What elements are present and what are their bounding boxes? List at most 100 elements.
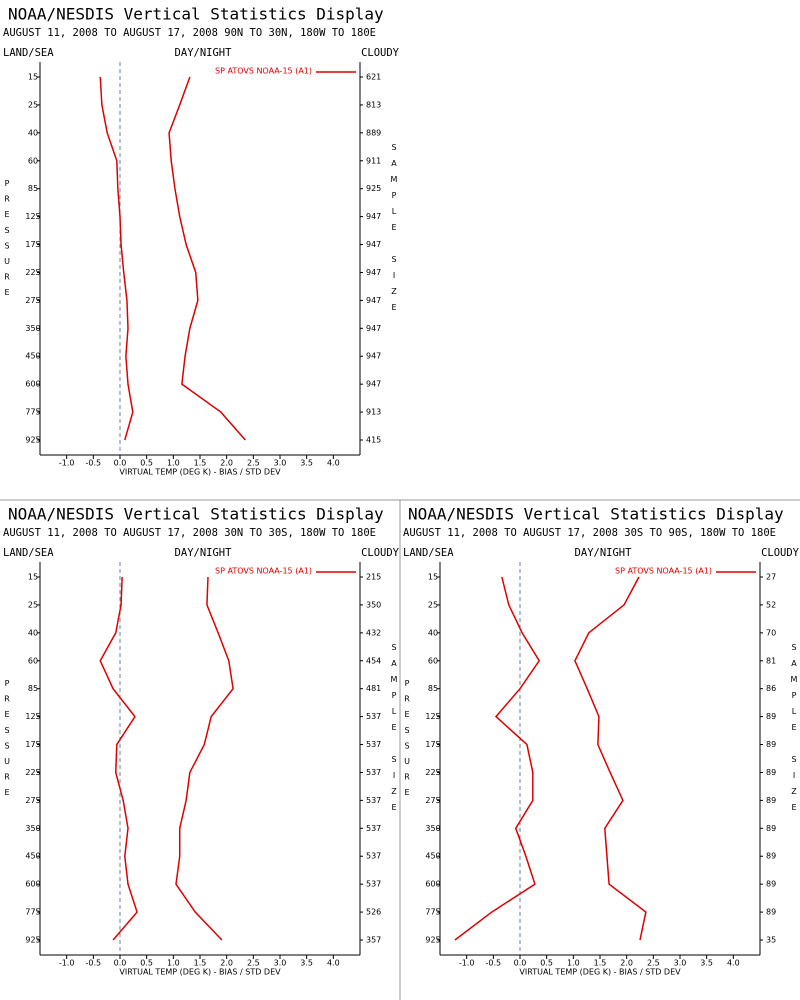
- y-tick-label: 225: [25, 768, 40, 777]
- x-tick-label: 1.0: [167, 959, 180, 968]
- y-tick-label: 275: [25, 796, 40, 805]
- y-tick-label: 175: [25, 740, 40, 749]
- header-left: LAND/SEA: [3, 547, 54, 559]
- x-axis-label: VIRTUAL TEMP (DEG K) - BIAS / STD DEV: [519, 968, 681, 977]
- y-tick-label: 40: [28, 628, 38, 637]
- x-tick-label: -0.5: [486, 959, 502, 968]
- sample-size-label: 947: [366, 240, 381, 249]
- y-tick-label: 85: [28, 684, 38, 693]
- x-tick-label: 0.5: [140, 459, 153, 468]
- y-tick-label: 60: [428, 656, 438, 665]
- sample-size-label: 947: [366, 352, 381, 361]
- x-tick-label: -1.0: [59, 459, 75, 468]
- sample-size-label: 35: [766, 936, 776, 945]
- sample-size-label: 813: [366, 100, 381, 109]
- sample-size-label: 537: [366, 796, 381, 805]
- legend-label: SP ATOVS NOAA-15 (A1): [215, 67, 312, 76]
- sample-size-label: 925: [366, 184, 381, 193]
- x-tick-label: 1.5: [594, 959, 607, 968]
- x-tick-label: -1.0: [459, 959, 475, 968]
- legend-label: SP ATOVS NOAA-15 (A1): [215, 567, 312, 576]
- x-tick-label: 3.0: [674, 959, 687, 968]
- sample-size-label: 27: [766, 573, 776, 582]
- x-tick-label: 0.0: [514, 959, 527, 968]
- y-tick-label: 15: [28, 573, 38, 582]
- x-tick-label: 0.0: [114, 959, 127, 968]
- x-tick-label: 4.0: [727, 959, 740, 968]
- y-tick-label: 350: [25, 824, 40, 833]
- x-tick-label: 0.0: [114, 459, 127, 468]
- x-tick-label: 1.0: [567, 959, 580, 968]
- x-tick-label: 1.5: [194, 459, 207, 468]
- y-tick-label: 175: [425, 740, 440, 749]
- sample-size-label: 481: [366, 684, 381, 693]
- sample-size-label: 52: [766, 600, 776, 609]
- y-tick-label: 60: [28, 156, 38, 165]
- y-tick-label: 15: [28, 73, 38, 82]
- sample-size-label: 947: [366, 380, 381, 389]
- sample-size-label: 86: [766, 684, 776, 693]
- x-tick-label: -0.5: [86, 459, 102, 468]
- y-tick-label: 40: [428, 628, 438, 637]
- x-tick-label: 1.0: [167, 459, 180, 468]
- x-tick-label: 3.5: [700, 959, 713, 968]
- y-tick-label: 775: [25, 408, 40, 417]
- x-tick-label: 4.0: [327, 959, 340, 968]
- chart-subtitle: AUGUST 11, 2008 TO AUGUST 17, 2008 90N T…: [3, 27, 376, 39]
- y-tick-label: 225: [25, 268, 40, 277]
- y-tick-label: 40: [28, 128, 38, 137]
- y-tick-label: 925: [25, 436, 40, 445]
- y-tick-label: 125: [425, 712, 440, 721]
- y-tick-label: 25: [28, 100, 38, 109]
- sample-size-label: 432: [366, 628, 381, 637]
- x-tick-label: 2.5: [247, 459, 260, 468]
- std-dev-line: [175, 576, 234, 941]
- chart-title: NOAA/NESDIS Vertical Statistics Display: [8, 505, 384, 524]
- sample-size-label: 947: [366, 268, 381, 277]
- y-tick-label: 450: [425, 852, 440, 861]
- header-center: DAY/NIGHT: [175, 47, 233, 59]
- bias-line: [454, 576, 541, 941]
- sample-size-label: 537: [366, 712, 381, 721]
- sample-size-label: 537: [366, 852, 381, 861]
- x-tick-label: 2.5: [247, 959, 260, 968]
- std-dev-line: [574, 576, 647, 941]
- sample-size-label: 81: [766, 656, 776, 665]
- header-right: CLOUDY: [361, 47, 400, 59]
- chart-panel: NOAA/NESDIS Vertical Statistics Display A…: [3, 505, 400, 977]
- y-tick-label: 925: [425, 936, 440, 945]
- x-tick-label: 3.0: [274, 459, 287, 468]
- x-tick-label: 4.0: [327, 459, 340, 468]
- sample-size-label: 89: [766, 796, 776, 805]
- y-tick-label: 60: [28, 656, 38, 665]
- header-right: CLOUDY: [361, 547, 400, 559]
- sample-size-label: 537: [366, 880, 381, 889]
- y-tick-label: 600: [25, 380, 40, 389]
- x-tick-label: 3.5: [300, 459, 313, 468]
- x-tick-label: 0.5: [140, 959, 153, 968]
- sample-size-label: 89: [766, 852, 776, 861]
- sample-size-label: 89: [766, 908, 776, 917]
- sample-size-label: 913: [366, 408, 381, 417]
- chart-title: NOAA/NESDIS Vertical Statistics Display: [408, 505, 784, 524]
- header-left: LAND/SEA: [403, 547, 454, 559]
- sample-size-label: 947: [366, 212, 381, 221]
- y-tick-label: 775: [425, 908, 440, 917]
- sample-size-label: 947: [366, 296, 381, 305]
- sample-size-label: 889: [366, 128, 381, 137]
- x-tick-label: 3.5: [300, 959, 313, 968]
- y-tick-label: 450: [25, 352, 40, 361]
- sample-size-label: 89: [766, 824, 776, 833]
- chart-subtitle: AUGUST 11, 2008 TO AUGUST 17, 2008 30S T…: [403, 527, 776, 539]
- legend-label: SP ATOVS NOAA-15 (A1): [615, 567, 712, 576]
- x-axis-label: VIRTUAL TEMP (DEG K) - BIAS / STD DEV: [119, 968, 281, 977]
- chart-panel: NOAA/NESDIS Vertical Statistics Display A…: [403, 505, 800, 977]
- header-left: LAND/SEA: [3, 47, 54, 59]
- sample-size-label: 537: [366, 740, 381, 749]
- chart-panel: NOAA/NESDIS Vertical Statistics Display A…: [3, 5, 400, 477]
